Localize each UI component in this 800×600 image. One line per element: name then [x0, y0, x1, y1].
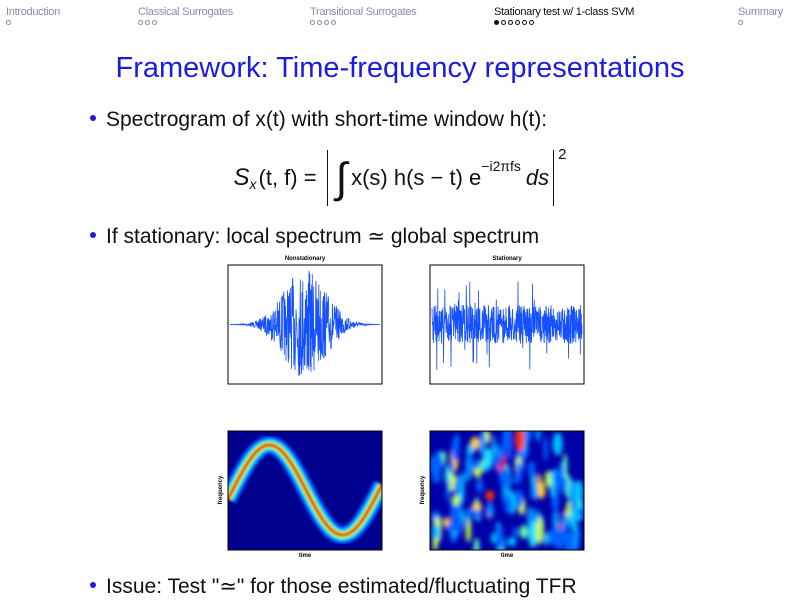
nav-title[interactable]: Introduction — [6, 6, 60, 18]
formula-subscript: x — [249, 176, 257, 192]
blob — [528, 520, 538, 548]
formula-power: 2 — [558, 145, 567, 163]
nav-item[interactable]: Introduction — [6, 6, 60, 25]
signal-line — [229, 270, 380, 376]
blob — [519, 524, 528, 539]
plot-frame — [227, 264, 383, 385]
plot-frame — [429, 264, 585, 385]
blob — [479, 431, 487, 458]
plot-frame — [227, 430, 383, 551]
formula-args: (t, f) = — [258, 165, 317, 190]
blob — [501, 431, 510, 451]
blob — [535, 431, 541, 442]
blob — [515, 462, 523, 484]
blob — [535, 516, 544, 545]
blob — [552, 509, 560, 532]
blob — [430, 455, 437, 475]
blob — [451, 494, 460, 506]
blob — [512, 475, 517, 486]
blob — [450, 501, 459, 522]
nav-title[interactable]: Classical Surrogates — [138, 6, 233, 18]
blob — [564, 525, 569, 550]
nav-title[interactable]: Summary — [738, 6, 783, 18]
blob — [466, 444, 475, 456]
formula-symbol: S — [233, 164, 250, 191]
formula-body: x(s) h(s − t) e — [351, 165, 482, 190]
figure-title: Stationary — [492, 256, 522, 262]
nav-item[interactable]: Summary — [738, 6, 783, 25]
blob — [537, 481, 546, 499]
blob — [485, 490, 495, 501]
blob — [527, 461, 536, 477]
blob — [445, 478, 450, 503]
nav-item[interactable]: Transitional Surrogates — [310, 6, 417, 25]
blob — [473, 467, 482, 478]
blob — [562, 515, 570, 529]
formula-integral: ∫ — [335, 154, 348, 201]
blob — [475, 479, 484, 493]
bullet-text: Spectrogram of x(t) with short-time wind… — [106, 108, 548, 131]
blob — [472, 502, 482, 511]
blob — [512, 526, 519, 538]
blob — [449, 462, 455, 472]
blob — [473, 537, 480, 550]
waveform — [229, 270, 380, 376]
nav-title[interactable]: Transitional Surrogates — [310, 6, 417, 18]
blob — [562, 453, 568, 479]
blob — [431, 524, 441, 540]
bullet: If stationary: local spectrum ≃ global s… — [90, 224, 539, 249]
formula-tail: ds — [525, 165, 550, 190]
blob — [551, 492, 560, 511]
blob — [526, 431, 533, 442]
blob — [555, 473, 563, 495]
blob — [504, 495, 512, 514]
formula-exponent: −i2πfs — [481, 158, 521, 174]
signal-line — [431, 281, 583, 370]
x-axis-label: time — [299, 553, 312, 559]
blob — [458, 480, 465, 505]
blob — [434, 454, 443, 472]
blob — [493, 444, 502, 457]
blob — [543, 532, 550, 546]
blob — [495, 525, 504, 550]
blob — [514, 489, 524, 509]
x-axis-label: time — [501, 553, 514, 559]
nav-item[interactable]: Classical Surrogates — [138, 6, 233, 25]
nav-item[interactable]: Stationary test w/ 1-class SVM — [494, 6, 634, 25]
slide-title: Framework: Time-frequency representation… — [115, 52, 685, 84]
bullet-text: If stationary: local spectrum ≃ global s… — [106, 225, 540, 248]
blob — [577, 507, 584, 517]
blob — [552, 432, 563, 456]
blob — [550, 477, 555, 498]
blob — [515, 431, 525, 452]
bullet: Issue: Test "≃" for those estimated/fluc… — [90, 574, 577, 599]
waveform — [431, 281, 583, 370]
ridge — [228, 444, 382, 536]
blob — [569, 507, 578, 532]
blob — [543, 435, 548, 462]
spectrogram — [228, 431, 382, 550]
spectrogram — [430, 431, 584, 550]
blob — [499, 467, 510, 487]
blob — [490, 532, 497, 544]
blob — [483, 448, 493, 469]
blob — [451, 437, 460, 462]
blob — [465, 519, 472, 543]
figure-title: Nonstationary — [285, 256, 326, 262]
blob — [486, 502, 494, 519]
y-axis-label: frequency — [218, 475, 224, 504]
blob — [465, 454, 473, 481]
bullet-text: Issue: Test "≃" for those estimated/fluc… — [106, 575, 577, 598]
y-axis-label: frequency — [420, 475, 426, 504]
bullet: Spectrogram of x(t) with short-time wind… — [90, 108, 547, 132]
nav-title[interactable]: Stationary test w/ 1-class SVM — [494, 6, 635, 18]
blob — [573, 480, 584, 503]
blob — [554, 529, 565, 550]
blob — [506, 537, 517, 546]
blob — [545, 470, 552, 488]
plot-frame — [429, 430, 585, 551]
